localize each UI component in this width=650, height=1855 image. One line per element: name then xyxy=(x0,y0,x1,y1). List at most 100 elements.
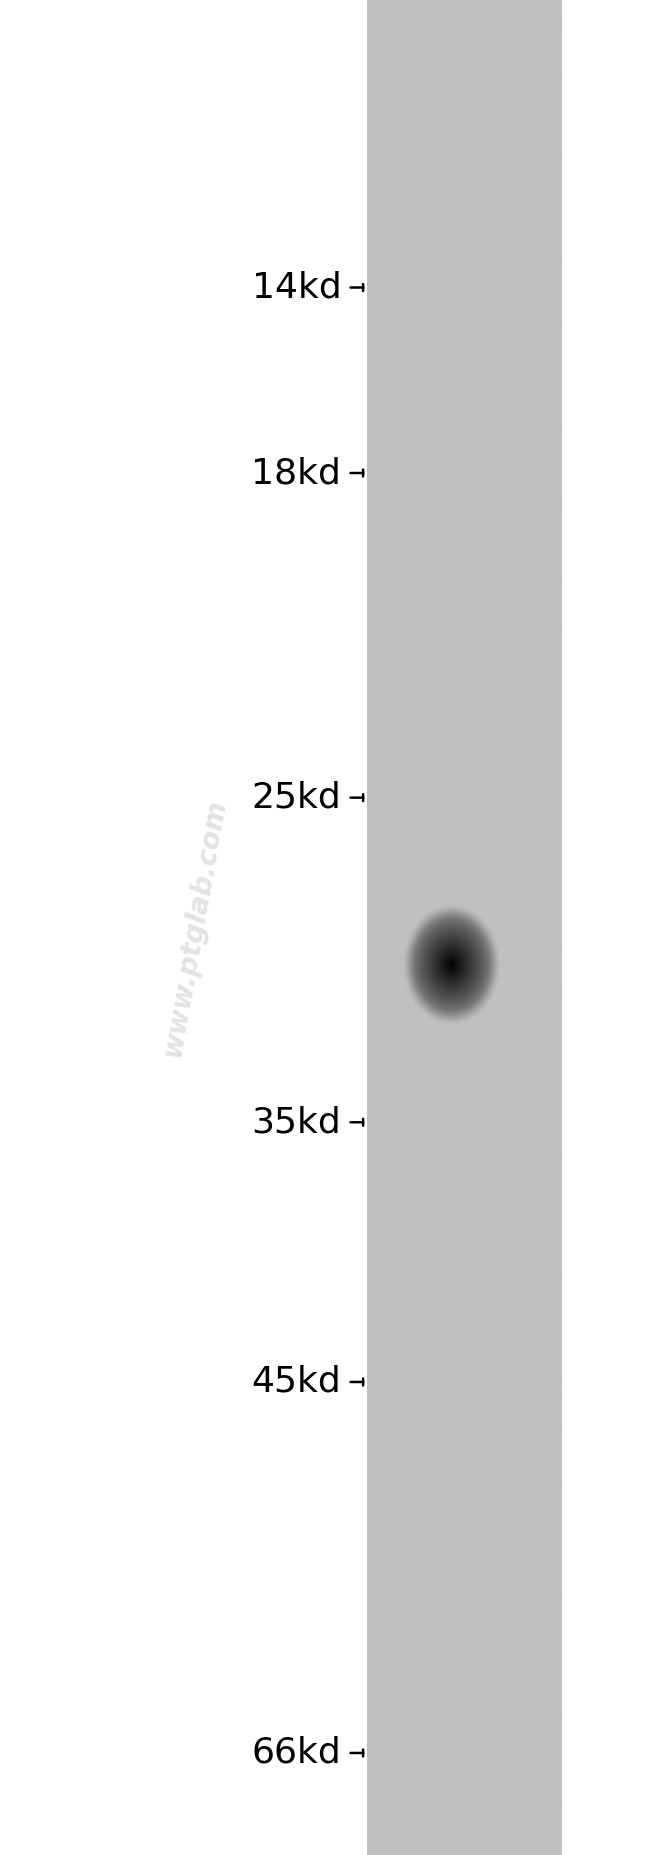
Point xyxy=(363,968,373,998)
Point xyxy=(501,544,512,573)
Point xyxy=(381,768,391,798)
Point xyxy=(377,668,387,697)
Point xyxy=(433,1805,443,1835)
Point xyxy=(488,634,499,664)
Point xyxy=(380,800,390,829)
Point xyxy=(476,109,487,139)
Point xyxy=(523,176,533,206)
Point xyxy=(411,83,421,113)
Point xyxy=(432,11,442,41)
Point xyxy=(456,1640,467,1670)
Point xyxy=(506,1135,516,1165)
Point xyxy=(541,163,552,193)
Point xyxy=(486,1560,497,1590)
Point xyxy=(383,940,393,970)
Point xyxy=(521,1425,531,1454)
Ellipse shape xyxy=(450,963,453,966)
Point xyxy=(385,480,396,510)
Point xyxy=(421,1176,432,1206)
Point xyxy=(378,902,388,931)
Point xyxy=(367,774,377,803)
Point xyxy=(474,1382,485,1412)
Point xyxy=(513,43,523,72)
Point xyxy=(416,1538,426,1567)
Point xyxy=(544,1686,554,1716)
Point xyxy=(365,226,375,256)
Point xyxy=(489,1499,500,1529)
Point xyxy=(514,1575,524,1605)
Point xyxy=(546,1130,556,1159)
Point xyxy=(446,87,456,117)
Point xyxy=(491,1558,502,1588)
Point xyxy=(524,1035,534,1065)
Point xyxy=(452,423,462,453)
Point xyxy=(362,393,372,423)
Point xyxy=(499,1649,509,1679)
Point xyxy=(379,356,389,386)
Point xyxy=(403,1553,413,1582)
Point xyxy=(534,37,545,67)
Point xyxy=(549,1729,559,1759)
Point xyxy=(454,312,464,341)
Point xyxy=(369,191,380,221)
Point xyxy=(524,143,534,173)
Point xyxy=(493,1508,503,1538)
Point xyxy=(432,1525,443,1554)
Point xyxy=(457,122,467,152)
Point xyxy=(392,890,402,920)
Point xyxy=(523,584,534,614)
Point xyxy=(541,1235,552,1265)
Point xyxy=(521,210,531,239)
Point xyxy=(542,1751,552,1781)
Point xyxy=(373,186,384,215)
Point xyxy=(523,258,534,288)
Point xyxy=(418,818,428,848)
Point xyxy=(370,1566,381,1595)
Point xyxy=(537,1150,547,1180)
Point xyxy=(477,1113,488,1143)
Point xyxy=(418,1608,428,1638)
Point xyxy=(493,1356,503,1386)
Point xyxy=(428,1497,438,1527)
Point xyxy=(406,297,416,326)
Point xyxy=(387,1315,398,1345)
Point xyxy=(422,1039,432,1068)
Point xyxy=(492,690,502,720)
Point xyxy=(447,293,458,323)
Point xyxy=(402,555,413,584)
Point xyxy=(424,1252,434,1282)
Point xyxy=(434,9,445,39)
Point xyxy=(443,516,454,545)
Point xyxy=(448,1662,459,1692)
Point xyxy=(540,2,550,32)
Point xyxy=(554,688,564,718)
Point xyxy=(554,1632,564,1662)
Point xyxy=(455,1321,465,1350)
Point xyxy=(428,523,439,553)
Point xyxy=(406,1057,417,1087)
Point xyxy=(514,1122,524,1152)
Point xyxy=(367,458,378,488)
Point xyxy=(403,462,413,492)
Point xyxy=(439,829,449,859)
Point xyxy=(461,223,471,252)
Point xyxy=(497,174,507,204)
Point xyxy=(430,1801,440,1831)
Point xyxy=(391,269,402,299)
Point xyxy=(424,922,434,952)
Point xyxy=(415,796,425,825)
Point xyxy=(410,1070,421,1100)
Point xyxy=(513,1733,523,1762)
Point xyxy=(458,69,468,98)
Point xyxy=(412,1582,423,1612)
Point xyxy=(548,1239,558,1269)
Point xyxy=(423,145,434,174)
Point xyxy=(398,156,408,186)
Point xyxy=(466,301,476,330)
Point xyxy=(462,532,473,562)
Point xyxy=(411,1644,421,1673)
Point xyxy=(493,1833,504,1855)
Point xyxy=(409,935,419,965)
Point xyxy=(409,1213,419,1243)
Point xyxy=(538,1452,549,1482)
